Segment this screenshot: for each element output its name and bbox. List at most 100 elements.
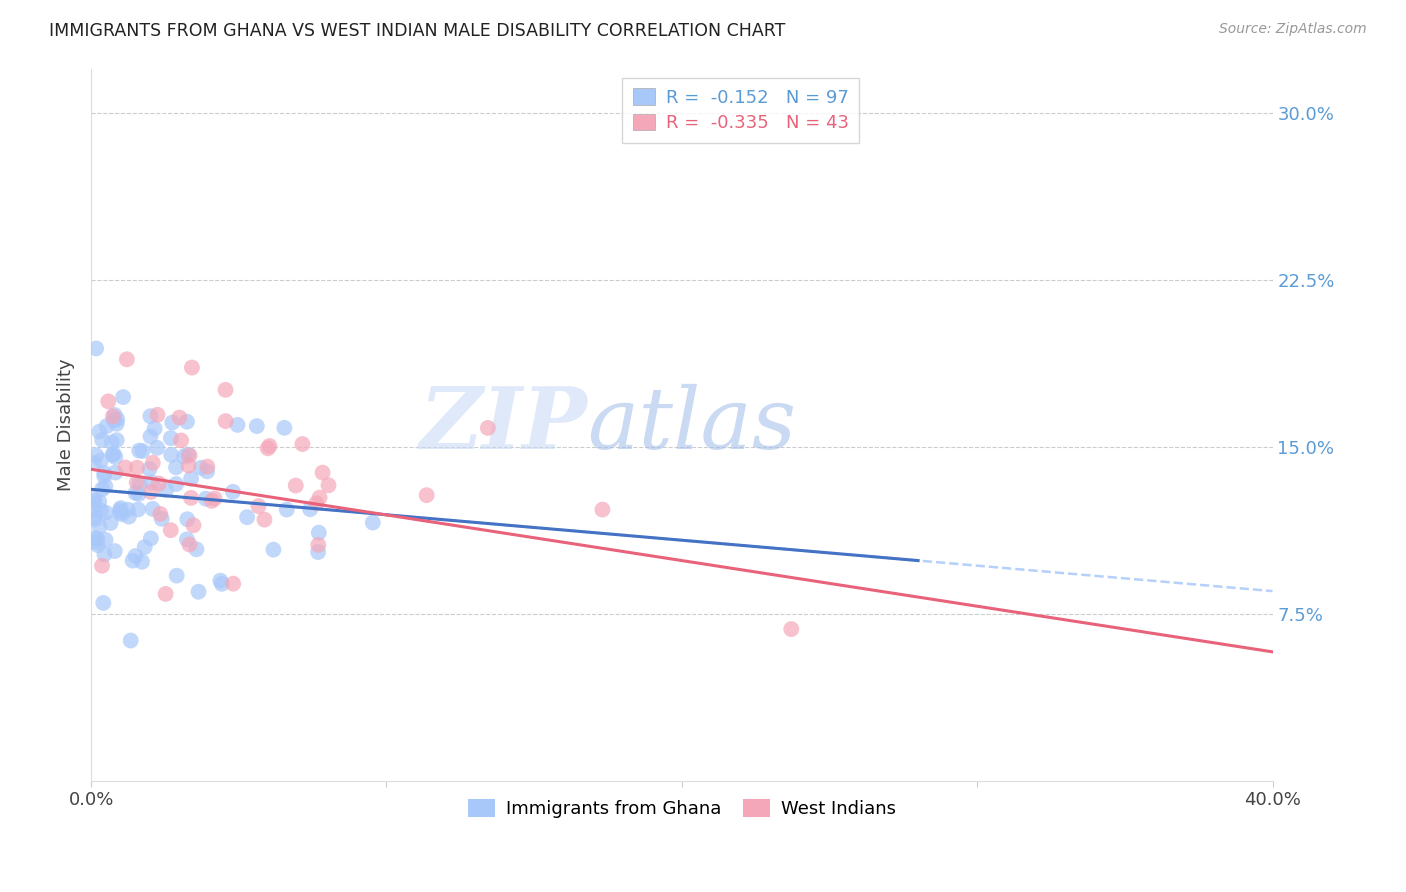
Point	[780, 622, 803, 636]
Point	[139, 429, 162, 443]
Point	[143, 421, 166, 435]
Point	[83, 494, 105, 508]
Point	[131, 444, 153, 458]
Point	[276, 502, 298, 516]
Point	[112, 390, 135, 404]
Point	[253, 512, 276, 526]
Point	[127, 502, 149, 516]
Point	[176, 512, 198, 526]
Point	[179, 449, 201, 463]
Point	[108, 503, 131, 517]
Point	[214, 414, 236, 428]
Point	[139, 409, 162, 424]
Point	[97, 394, 120, 409]
Point	[226, 417, 249, 432]
Text: IMMIGRANTS FROM GHANA VS WEST INDIAN MALE DISABILITY CORRELATION CHART: IMMIGRANTS FROM GHANA VS WEST INDIAN MAL…	[49, 22, 786, 40]
Point	[131, 555, 153, 569]
Point	[246, 419, 269, 434]
Point	[110, 501, 132, 516]
Point	[128, 487, 150, 501]
Point	[83, 491, 105, 506]
Point	[256, 442, 278, 456]
Point	[176, 415, 198, 429]
Point	[91, 596, 114, 610]
Point	[259, 439, 281, 453]
Point	[146, 441, 169, 455]
Point	[177, 448, 200, 462]
Legend: Immigrants from Ghana, West Indians: Immigrants from Ghana, West Indians	[461, 792, 903, 825]
Point	[142, 502, 165, 516]
Point	[100, 516, 122, 530]
Point	[91, 433, 114, 447]
Point	[117, 502, 139, 516]
Point	[299, 502, 322, 516]
Point	[477, 421, 499, 435]
Point	[159, 523, 181, 537]
Point	[94, 479, 117, 493]
Point	[160, 431, 183, 445]
Point	[180, 360, 202, 375]
Point	[128, 443, 150, 458]
Point	[115, 352, 138, 367]
Point	[209, 574, 232, 588]
Point	[222, 484, 245, 499]
Point	[84, 535, 107, 549]
Point	[148, 476, 170, 491]
Point	[247, 499, 270, 513]
Point	[111, 507, 134, 521]
Point	[120, 633, 142, 648]
Point	[162, 416, 184, 430]
Point	[149, 507, 172, 521]
Point	[194, 491, 217, 506]
Point	[84, 448, 107, 462]
Point	[138, 462, 160, 476]
Text: Source: ZipAtlas.com: Source: ZipAtlas.com	[1219, 22, 1367, 37]
Point	[236, 510, 259, 524]
Point	[160, 448, 183, 462]
Point	[134, 540, 156, 554]
Point	[195, 464, 218, 478]
Point	[284, 478, 307, 492]
Point	[104, 450, 127, 464]
Point	[214, 383, 236, 397]
Point	[89, 520, 111, 534]
Point	[105, 433, 128, 447]
Point	[114, 460, 136, 475]
Point	[104, 466, 127, 480]
Point	[84, 512, 107, 526]
Text: atlas: atlas	[588, 384, 796, 467]
Point	[83, 510, 105, 524]
Point	[105, 412, 128, 426]
Point	[187, 584, 209, 599]
Point	[101, 409, 124, 424]
Point	[103, 413, 125, 427]
Point	[87, 538, 110, 552]
Point	[201, 493, 224, 508]
Point	[89, 494, 111, 508]
Point	[291, 437, 314, 451]
Point	[176, 533, 198, 547]
Point	[86, 532, 108, 546]
Point	[128, 476, 150, 491]
Point	[308, 525, 330, 540]
Point	[186, 542, 208, 557]
Point	[142, 456, 165, 470]
Point	[415, 488, 437, 502]
Point	[125, 460, 148, 475]
Point	[169, 410, 191, 425]
Point	[262, 542, 284, 557]
Point	[108, 505, 131, 519]
Point	[177, 458, 200, 473]
Point	[118, 509, 141, 524]
Point	[104, 544, 127, 558]
Point	[211, 576, 233, 591]
Point	[146, 408, 169, 422]
Point	[155, 483, 177, 497]
Point	[83, 456, 105, 470]
Point	[204, 491, 226, 506]
Point	[173, 450, 195, 464]
Point	[141, 475, 163, 490]
Point	[103, 447, 125, 461]
Point	[165, 477, 187, 491]
Point	[318, 478, 340, 492]
